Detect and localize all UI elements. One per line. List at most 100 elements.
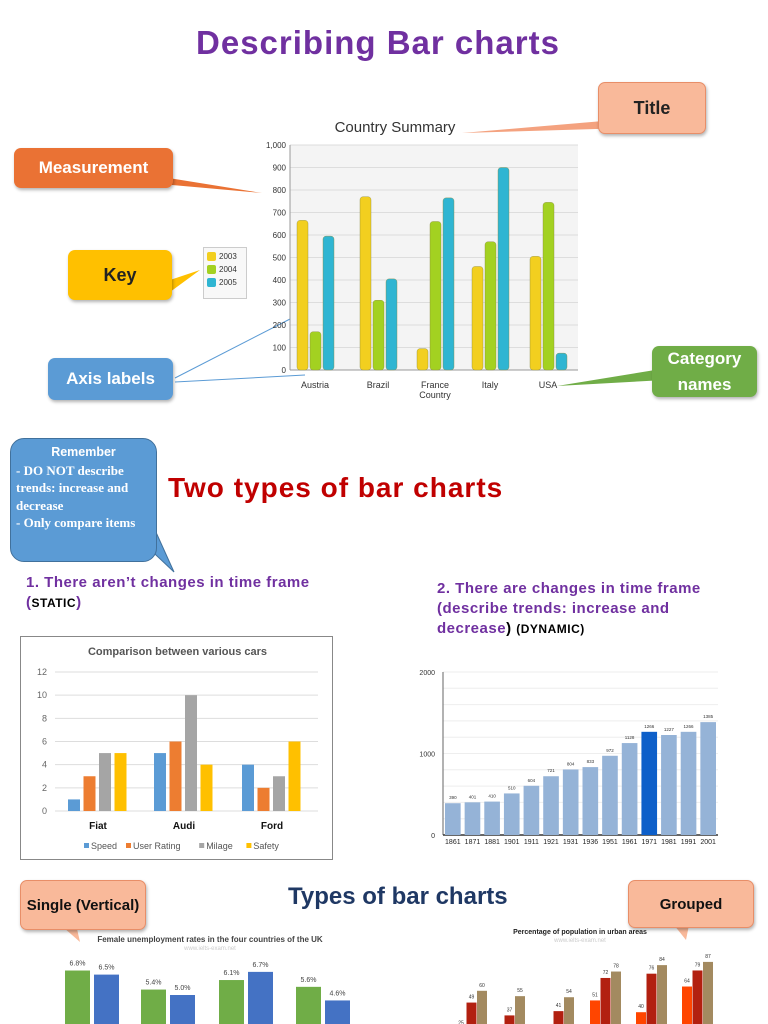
data-label: 410 [488,794,496,799]
legend-label: Speed [91,841,117,851]
bar [296,986,321,1024]
x-tick-label: France [421,380,449,390]
chart4-title: Female unemployment rates in the four co… [97,935,323,944]
measurement-pointer [150,175,262,193]
single-callout: Single (Vertical) [20,880,146,930]
measurement-callout: Measurement [14,148,173,188]
legend-label: 2004 [219,265,237,274]
y-tick-label: 0 [282,366,287,375]
y-tick-label: 0 [42,806,47,816]
x-tick-label: 1961 [622,839,638,846]
data-label: 76 [649,966,655,972]
bar [657,965,667,1024]
data-label: 1266 [684,724,695,729]
bar-User Rating-Audi [169,741,182,811]
bar [611,971,621,1024]
key-callout: Key [68,250,172,300]
data-label: 41 [556,1003,562,1009]
bar-2004-Italy [484,241,497,371]
x-axis-label: Country [419,390,451,400]
legend-swatch [246,843,252,848]
bar-Safety-Audi [200,764,213,811]
x-tick-label: Brazil [367,380,390,390]
bar-2005-France [442,197,455,371]
data-label: 390 [449,795,457,800]
x-tick-label: 2001 [700,839,716,846]
x-tick-label: Italy [482,380,499,390]
x-tick-label: 1861 [445,839,461,846]
data-label: 1266 [644,724,655,729]
bar [477,990,487,1024]
bar-2004-Brazil [372,300,385,371]
data-label: 87 [705,954,711,960]
chart2-title: Comparison between various cars [87,646,268,658]
bar [504,1015,515,1024]
bar-2005-Italy [497,167,510,371]
data-label: 604 [528,778,536,783]
data-label: 78 [613,964,619,970]
x-tick-label: 1911 [524,839,539,846]
x-tick-label: 1871 [465,839,481,846]
bar-2005-Austria [322,235,335,371]
legend-swatch [207,278,216,287]
chart5-title: Percentage of population in urban areas [513,929,647,936]
bar [553,1011,564,1024]
legend-label: Safety [253,841,279,851]
y-tick-label: 10 [37,690,47,700]
x-tick-label: 1971 [641,839,657,846]
y-tick-label: 1000 [419,752,435,759]
bar-2003-France [416,348,429,371]
bar [248,971,273,1024]
bar-Milage-Audi [185,695,197,811]
bar-1981 [661,734,677,835]
legend-swatch [199,843,205,848]
bar-1991 [680,731,697,835]
legend-item: 2003 [207,252,243,261]
axis-pointer-1 [174,317,293,379]
data-label: 1385 [703,714,714,719]
bar-2003-Italy [471,266,484,371]
bar [65,970,90,1024]
bar-2004-Austria [309,331,322,371]
bar-Milage-Ford [273,776,285,811]
title-callout: Title [598,82,706,134]
y-tick-label: 6 [42,737,47,747]
bar-1921 [543,776,559,835]
type2-text: 2. There are changes in time frame (desc… [437,579,737,639]
data-label: 1227 [664,727,675,732]
bar-Speed-Ford [242,764,254,811]
type1-close: ) [76,594,82,611]
bar-1871 [464,802,481,835]
y-tick-label: 2 [42,783,47,793]
x-tick-label: 1936 [583,839,599,846]
dynamic-tag: (DYNAMIC) [516,622,585,636]
y-tick-label: 2000 [419,670,435,677]
bar-2001 [700,722,716,835]
data-label: 49 [469,995,475,1001]
bar-Speed-Fiat [68,799,80,811]
bar [636,1012,646,1024]
data-label: 401 [469,794,477,799]
data-label: 5.4% [146,980,162,987]
remember-line: - Only compare items [16,515,136,530]
legend-swatch [207,265,216,274]
bar-Speed-Audi [154,753,166,811]
y-tick-label: 12 [37,667,47,677]
y-tick-label: 300 [273,299,287,308]
legend-swatch [84,843,89,848]
data-label: 72 [603,970,609,976]
x-tick-label: 1921 [543,839,559,846]
data-label: 972 [606,748,614,753]
x-tick-label: 1991 [681,839,697,846]
bar [682,986,692,1024]
data-label: 510 [508,785,516,790]
chart1-legend: 2003 2004 2005 [203,247,247,299]
data-label: 721 [547,768,555,773]
data-label: 60 [479,983,485,989]
bar [646,973,657,1024]
data-label: 6.1% [224,970,240,977]
remember-heading: Remember [51,445,116,459]
